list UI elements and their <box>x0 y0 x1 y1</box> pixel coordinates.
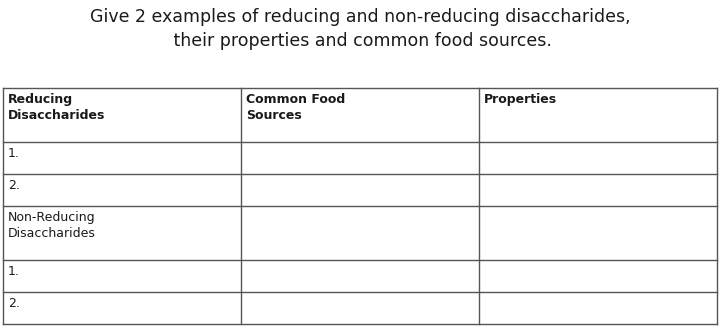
Text: Non-Reducing
Disaccharides: Non-Reducing Disaccharides <box>8 211 96 240</box>
Text: 1.: 1. <box>8 265 20 278</box>
Text: Give 2 examples of reducing and non-reducing disaccharides,
 their properties an: Give 2 examples of reducing and non-redu… <box>90 8 630 50</box>
Text: Common Food
Sources: Common Food Sources <box>246 93 345 122</box>
Text: 2.: 2. <box>8 297 20 310</box>
Text: Properties: Properties <box>484 93 557 106</box>
Text: 2.: 2. <box>8 179 20 192</box>
Text: 1.: 1. <box>8 147 20 160</box>
Text: Reducing
Disaccharides: Reducing Disaccharides <box>8 93 105 122</box>
